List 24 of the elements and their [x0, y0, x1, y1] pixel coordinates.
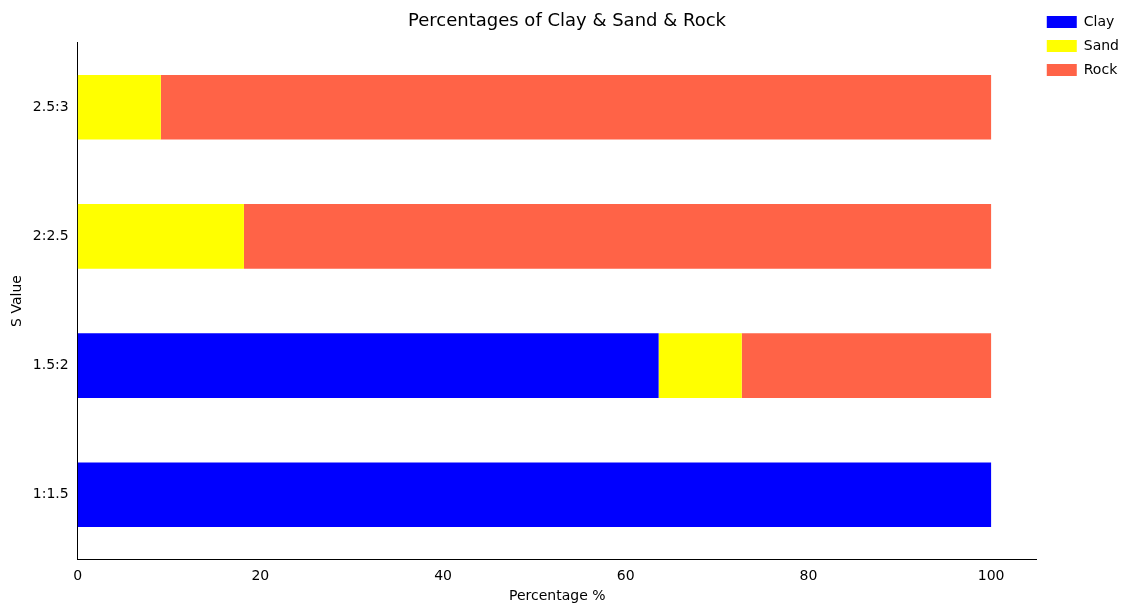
chart-title: Percentages of Clay & Sand & Rock: [408, 9, 727, 31]
bar: [77, 462, 992, 528]
x-tick-label: 80: [799, 567, 818, 584]
x-axis-title: Percentage %: [508, 587, 606, 604]
y-tick-label: 1:1.5: [32, 485, 69, 502]
bar: [77, 74, 161, 140]
x-tick-label: 100: [977, 567, 1005, 584]
bar: [658, 333, 742, 398]
y-tick-label: 2.5:3: [32, 97, 69, 114]
x-tick-label: 60: [616, 567, 635, 584]
bar: [77, 204, 244, 269]
legend-label: Sand: [1083, 36, 1120, 53]
y-tick-label: 1.5:2: [32, 356, 69, 373]
legend-label: Rock: [1083, 60, 1119, 77]
x-tick-label: 0: [73, 567, 83, 584]
bar: [77, 333, 659, 398]
x-tick-label: 40: [434, 567, 452, 584]
bar: [160, 74, 992, 140]
y-axis-title: S Value: [8, 275, 25, 327]
x-tick-label: 20: [251, 567, 270, 584]
bar: [243, 204, 992, 269]
bar: [741, 333, 992, 398]
y-tick-label: 2:2.5: [32, 227, 69, 244]
legend-label: Clay: [1083, 12, 1115, 29]
